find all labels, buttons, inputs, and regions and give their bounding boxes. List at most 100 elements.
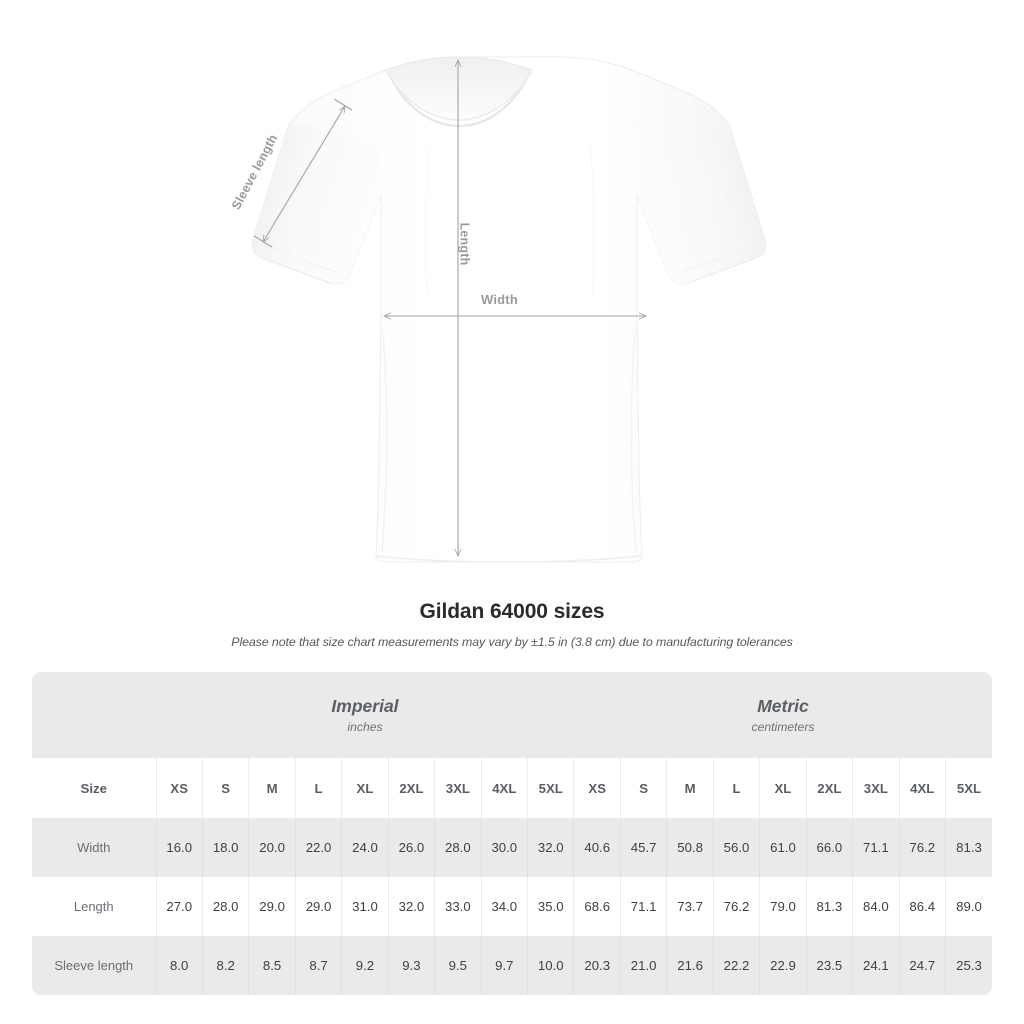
size-col-metric-3xl: 3XL [852,758,900,818]
cell-sleeve-metric-xs: 20.3 [573,936,621,995]
cell-width-imperial-4xl: 30.0 [481,818,529,877]
size-col-metric-s: S [620,758,668,818]
cell-width-metric-xl: 61.0 [759,818,807,877]
size-col-imperial-l: L [295,758,343,818]
cell-width-metric-5xl: 81.3 [945,818,992,877]
size-col-imperial-4xl: 4XL [481,758,529,818]
cell-sleeve-metric-3xl: 24.1 [852,936,900,995]
row-label-length: Length [32,877,157,936]
length-label: Length [457,222,472,266]
cell-sleeve-metric-2xl: 23.5 [806,936,854,995]
cell-sleeve-imperial-m: 8.5 [248,936,296,995]
size-col-metric-2xl: 2XL [806,758,854,818]
size-header-row: Size XS S M L XL 2XL 3XL 4XL 5XL XS S M … [32,758,992,818]
cell-sleeve-metric-m: 21.6 [666,936,714,995]
size-col-imperial-m: M [248,758,296,818]
tshirt-svg [251,56,767,563]
cell-width-metric-3xl: 71.1 [852,818,900,877]
size-col-metric-l: L [713,758,761,818]
cell-length-metric-4xl: 86.4 [899,877,946,936]
size-col-imperial-5xl: 5XL [527,758,575,818]
unit-subtitle-metric: centimeters [751,720,815,735]
size-col-metric-xs: XS [573,758,621,818]
size-table: Imperial inches Metric centimeters Size … [32,672,992,995]
cell-width-metric-2xl: 66.0 [806,818,854,877]
cell-sleeve-metric-5xl: 25.3 [945,936,992,995]
cell-sleeve-imperial-5xl: 10.0 [527,936,575,995]
cell-width-metric-l: 56.0 [713,818,761,877]
cell-length-imperial-xs: 27.0 [156,877,203,936]
cell-length-metric-l: 76.2 [713,877,761,936]
unit-blank-cell [32,672,156,758]
chart-heading: Gildan 64000 sizes Please note that size… [0,600,1024,649]
cell-width-imperial-5xl: 32.0 [527,818,575,877]
cell-width-imperial-xl: 24.0 [341,818,389,877]
cell-width-imperial-xs: 16.0 [156,818,203,877]
measurement-annotations [253,60,646,556]
page-title: Gildan 64000 sizes [419,600,605,623]
cell-length-imperial-2xl: 32.0 [388,877,436,936]
cell-sleeve-imperial-4xl: 9.7 [481,936,529,995]
cell-length-metric-3xl: 84.0 [852,877,900,936]
size-col-imperial-3xl: 3XL [434,758,482,818]
cell-length-metric-xl: 79.0 [759,877,807,936]
cell-sleeve-imperial-xs: 8.0 [156,936,203,995]
size-col-imperial-xl: XL [341,758,389,818]
size-col-metric-xl: XL [759,758,807,818]
cell-length-imperial-xl: 31.0 [341,877,389,936]
cell-length-imperial-m: 29.0 [248,877,296,936]
cell-sleeve-imperial-s: 8.2 [202,936,250,995]
cell-sleeve-imperial-l: 8.7 [295,936,343,995]
cell-width-metric-s: 45.7 [620,818,668,877]
size-column-label: Size [32,758,157,818]
cell-sleeve-metric-l: 22.2 [713,936,761,995]
cell-length-imperial-4xl: 34.0 [481,877,529,936]
sleeve-cap-top [333,98,353,111]
cell-sleeve-metric-s: 21.0 [620,936,668,995]
size-table-container: Imperial inches Metric centimeters Size … [32,672,992,995]
unit-header-row: Imperial inches Metric centimeters [32,672,992,758]
sleeve-cap-bottom [253,235,273,248]
cell-width-imperial-m: 20.0 [248,818,296,877]
unit-name-imperial: Imperial [331,695,399,716]
cell-length-metric-s: 71.1 [620,877,668,936]
cell-length-metric-5xl: 89.0 [945,877,992,936]
cell-length-imperial-5xl: 35.0 [527,877,575,936]
cell-width-metric-4xl: 76.2 [899,818,946,877]
row-label-sleeve-length: Sleeve length [32,936,157,995]
cell-length-metric-xs: 68.6 [573,877,621,936]
unit-name-metric: Metric [757,695,809,716]
cell-length-imperial-l: 29.0 [295,877,343,936]
size-col-imperial-2xl: 2XL [388,758,436,818]
tolerance-note: Please note that size chart measurements… [231,635,793,649]
unit-subtitle-imperial: inches [347,720,383,735]
size-col-imperial-xs: XS [156,758,203,818]
cell-sleeve-imperial-2xl: 9.3 [388,936,436,995]
cell-width-imperial-s: 18.0 [202,818,250,877]
cell-width-metric-m: 50.8 [666,818,714,877]
cell-length-imperial-s: 28.0 [202,877,250,936]
size-col-metric-4xl: 4XL [899,758,946,818]
cell-length-metric-m: 73.7 [666,877,714,936]
cell-length-imperial-3xl: 33.0 [434,877,482,936]
cell-sleeve-imperial-xl: 9.2 [341,936,389,995]
size-col-metric-5xl: 5XL [945,758,992,818]
cell-sleeve-metric-xl: 22.9 [759,936,807,995]
cell-width-imperial-2xl: 26.0 [388,818,436,877]
width-label: Width [481,292,518,307]
cell-length-metric-2xl: 81.3 [806,877,854,936]
size-col-imperial-s: S [202,758,250,818]
sleeve-arrow [263,106,345,242]
cell-width-metric-xs: 40.6 [573,818,621,877]
cell-sleeve-metric-4xl: 24.7 [899,936,946,995]
unit-header-imperial: Imperial inches [156,672,574,758]
cell-sleeve-imperial-3xl: 9.5 [434,936,482,995]
size-col-metric-m: M [666,758,714,818]
row-label-width: Width [32,818,157,877]
cell-width-imperial-l: 22.0 [295,818,343,877]
table-row: Width 16.0 18.0 20.0 22.0 24.0 26.0 28.0… [32,818,992,877]
cell-width-imperial-3xl: 28.0 [434,818,482,877]
unit-header-metric: Metric centimeters [573,672,992,758]
table-row: Length 27.0 28.0 29.0 29.0 31.0 32.0 33.… [32,877,992,936]
